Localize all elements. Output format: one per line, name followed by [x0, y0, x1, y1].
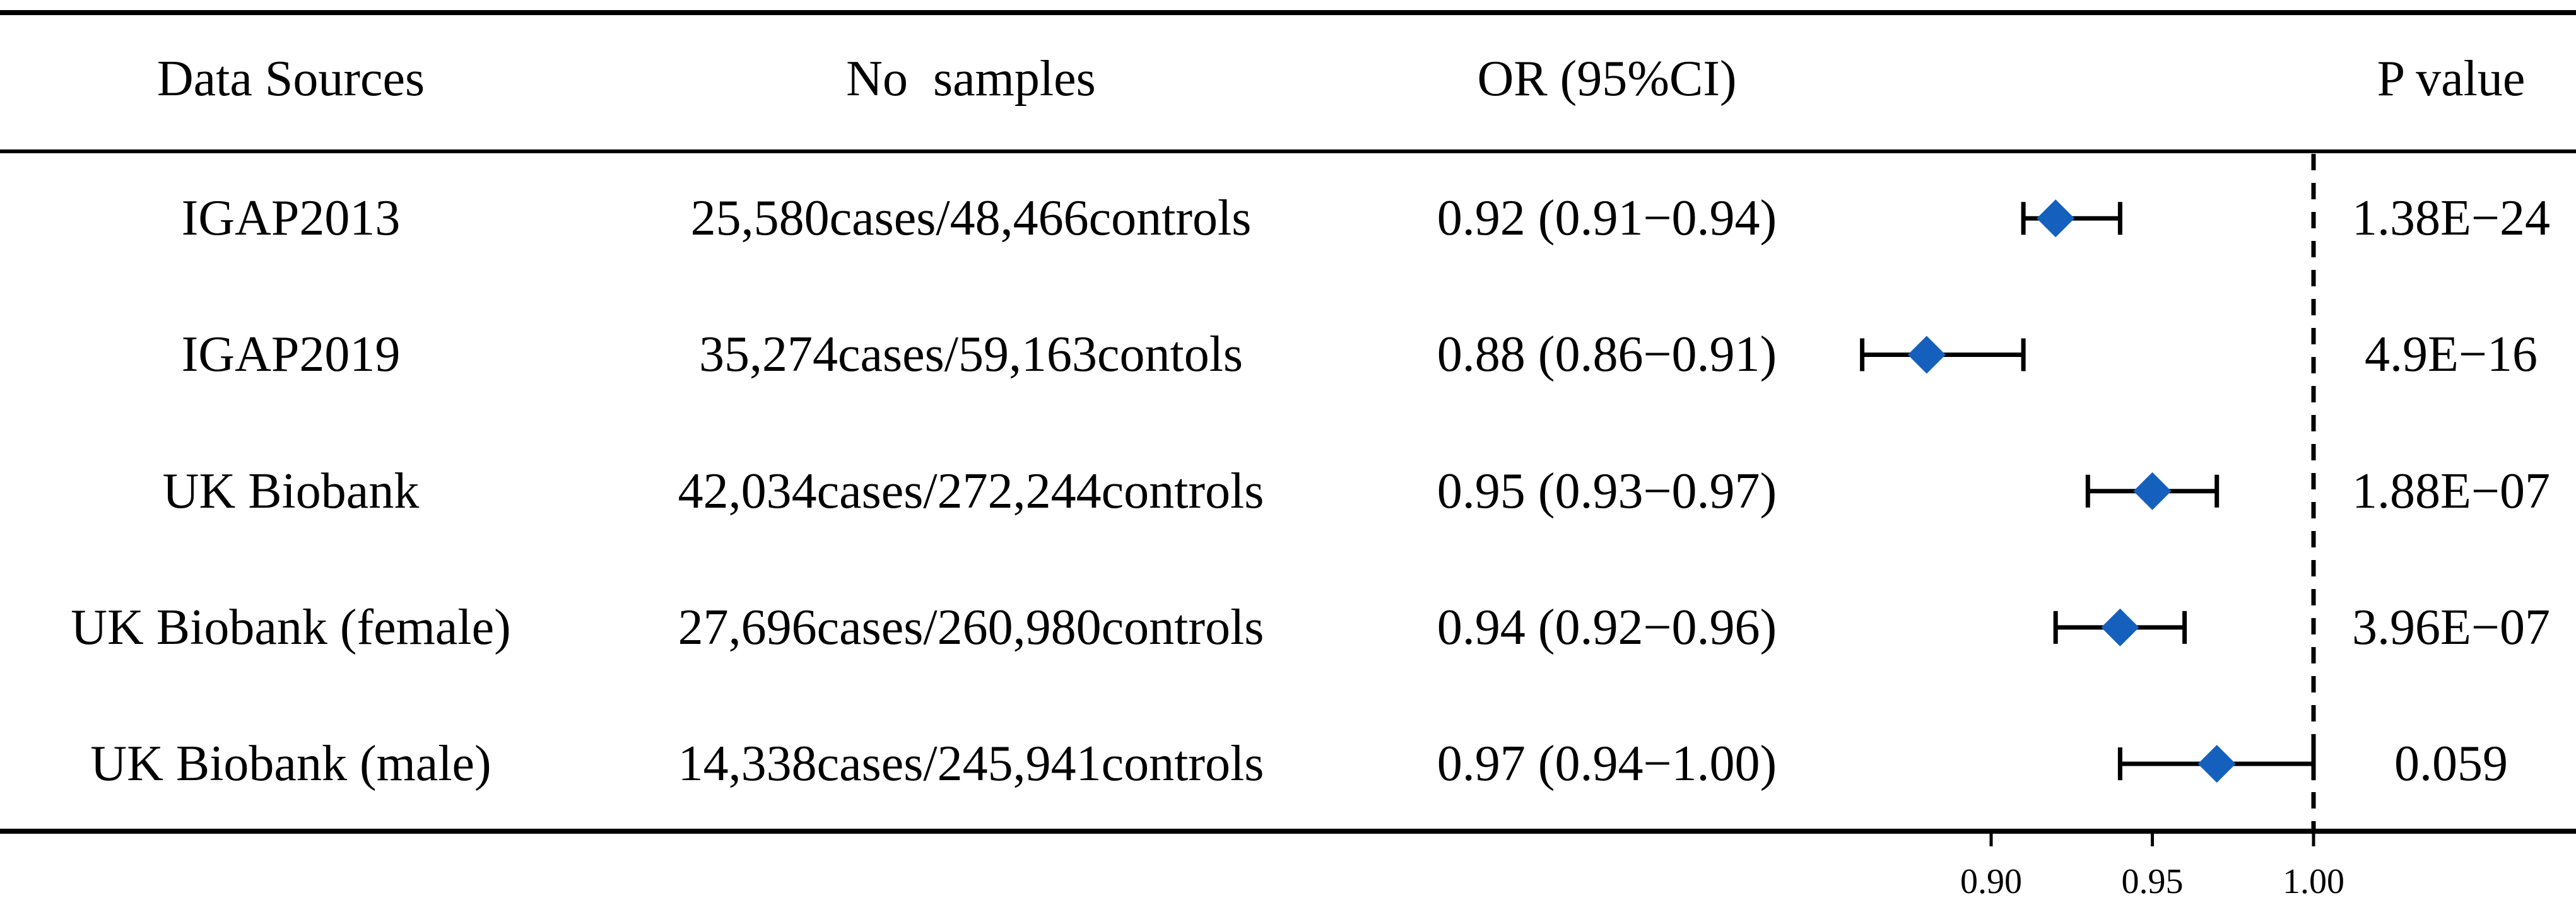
row-p-value: 3.96E−07: [2352, 600, 2550, 655]
row-data-source: IGAP2019: [182, 327, 401, 382]
row-samples: 25,580cases/48,466controls: [691, 190, 1252, 246]
table-row: UK Biobank (male) 14,338cases/245,941con…: [90, 736, 2508, 791]
header-p-value: P value: [2377, 51, 2526, 107]
estimate-mark: [2021, 199, 2122, 238]
estimate-mark: [1860, 336, 2026, 374]
row-or-ci: 0.94 (0.92−0.96): [1437, 600, 1777, 655]
row-or-ci: 0.92 (0.91−0.94): [1437, 190, 1777, 246]
point-estimate-diamond: [2101, 608, 2139, 646]
x-tick-label: 0.95: [2122, 862, 2184, 901]
row-data-source: IGAP2013: [182, 190, 401, 246]
estimate-mark: [2117, 745, 2316, 783]
forest-plot-area: 0.90 0.95 1.00: [1860, 154, 2344, 901]
x-tick-label: 1.00: [2283, 862, 2344, 901]
row-samples: 14,338cases/245,941controls: [678, 736, 1264, 791]
row-p-value: 1.38E−24: [2352, 190, 2550, 246]
table-row: UK Biobank 42,034cases/272,244controls 0…: [163, 464, 2550, 519]
header-or-ci: OR (95%CI): [1477, 51, 1736, 107]
row-samples: 35,274cases/59,163contols: [699, 327, 1243, 382]
x-tick-label: 0.90: [1960, 862, 2022, 901]
point-estimate-diamond: [2197, 745, 2236, 783]
row-data-source: UK Biobank: [163, 464, 420, 519]
point-estimate-diamond: [2037, 199, 2075, 238]
row-samples: 42,034cases/272,244controls: [678, 464, 1264, 519]
row-data-source: UK Biobank (female): [71, 600, 511, 655]
row-or-ci: 0.95 (0.93−0.97): [1437, 464, 1777, 519]
header-data-sources: Data Sources: [157, 51, 425, 107]
row-p-value: 1.88E−07: [2352, 464, 2550, 519]
row-samples: 27,696cases/260,980controls: [678, 600, 1264, 655]
row-p-value: 0.059: [2394, 736, 2508, 791]
table-row: UK Biobank (female) 27,696cases/260,980c…: [71, 600, 2550, 655]
point-estimate-diamond: [2133, 472, 2172, 510]
estimate-mark: [2085, 472, 2220, 510]
table-row: IGAP2013 25,580cases/48,466controls 0.92…: [182, 190, 2550, 246]
point-estimate-diamond: [1907, 336, 1946, 374]
estimate-mark: [2053, 608, 2187, 646]
row-p-value: 4.9E−16: [2365, 327, 2538, 382]
row-data-source: UK Biobank (male): [90, 736, 491, 791]
header-row: Data Sources No samples OR (95%CI) P val…: [157, 51, 2526, 107]
row-or-ci: 0.97 (0.94−1.00): [1437, 736, 1777, 791]
header-no-samples: No samples: [846, 51, 1096, 107]
row-or-ci: 0.88 (0.86−0.91): [1437, 327, 1777, 382]
table-row: IGAP2019 35,274cases/59,163contols 0.88 …: [182, 327, 2538, 382]
